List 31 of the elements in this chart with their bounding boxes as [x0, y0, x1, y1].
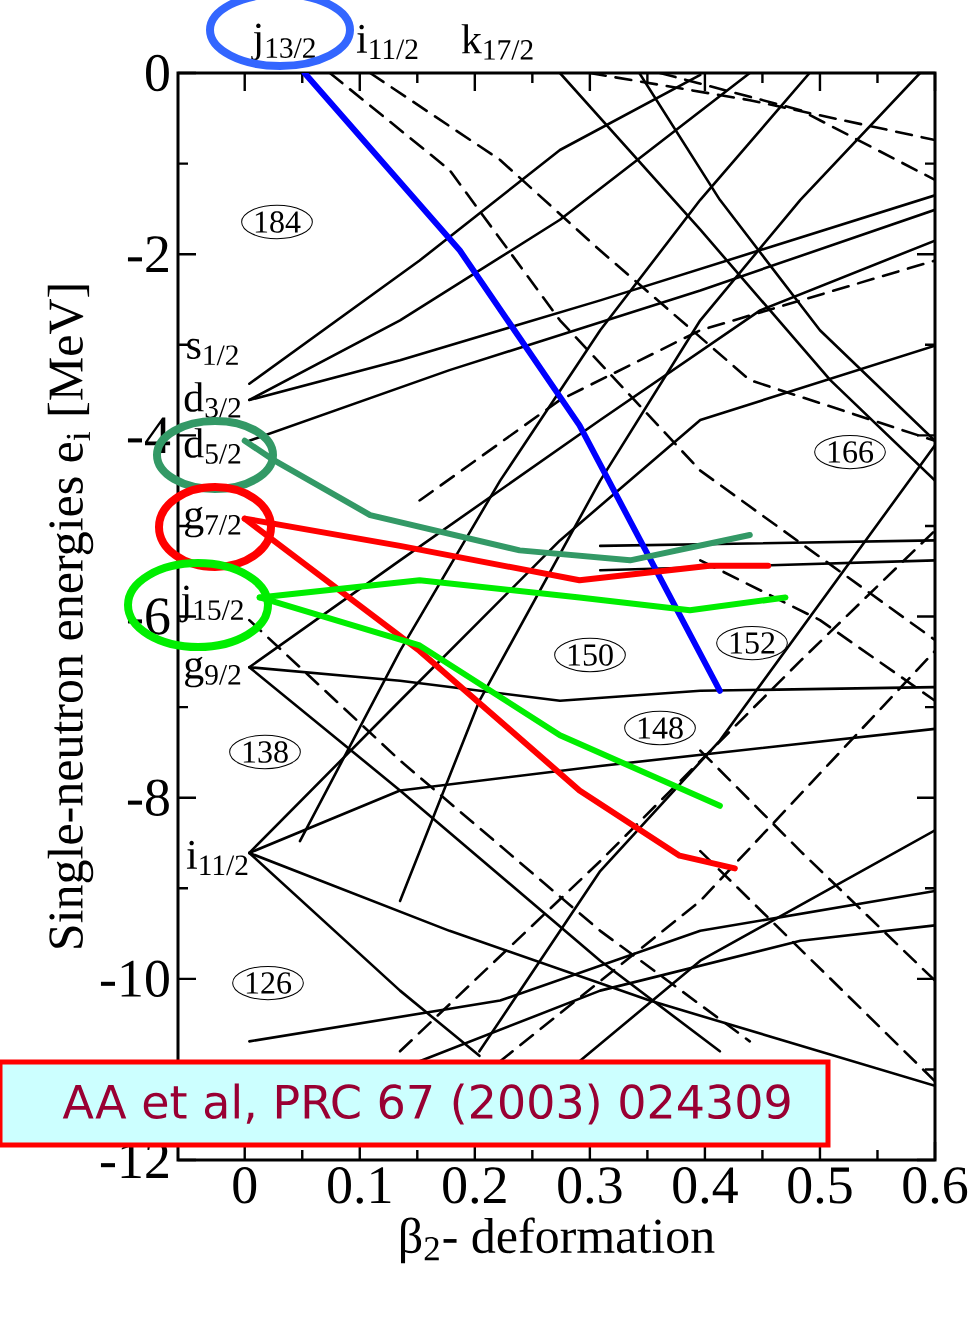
annotation: 150 [568, 644, 613, 666]
y-axis-title: Single-neutron energies e$_{i}$ [MeV] [47, 285, 94, 948]
y-tick-label: -8 [127, 779, 169, 816]
annotation: 126 [246, 972, 292, 994]
x-tick-label: 0.2 [443, 1167, 506, 1204]
y-tick-label: -10 [100, 960, 169, 998]
x-tick-label: 0.6 [903, 1167, 968, 1204]
text: j$_{13/2}$ [251, 23, 315, 61]
annotation: g$_{9/2}$ [185, 656, 241, 688]
annotation: g$_{7/2}$ [185, 506, 241, 538]
y-tick-label: 0 [146, 54, 169, 92]
annotation: 184 [255, 211, 301, 233]
x-tick-label: 0 [233, 1167, 257, 1204]
annotation: i$_{11/2}$ [186, 840, 248, 876]
y-tick-label: -2 [127, 236, 168, 273]
annotation: j$_{15/2}$ [179, 585, 243, 623]
x-tick-label: 0.3 [558, 1167, 622, 1204]
annotation: d$_{5/2}$ [184, 428, 241, 464]
annotation: 152 [730, 632, 775, 654]
annotation: s$_{1/2}$ [187, 338, 238, 366]
text: i$_{11/2}$ [356, 24, 418, 60]
annotation: 138 [243, 741, 288, 763]
x-tick-label: 0.4 [673, 1167, 738, 1204]
annotation: 166 [828, 441, 874, 463]
annotation: d$_{3/2}$ [184, 382, 241, 418]
text: k$_{17/2}$ [461, 24, 533, 60]
x-tick-label: 0.5 [788, 1167, 852, 1204]
annotation: 148 [638, 717, 683, 739]
x-axis-title: β$_{2}$- deformation [401, 1217, 715, 1264]
annotation: AA et al, PRC 67 (2003) 024309 [62, 1083, 790, 1125]
x-tick-label: 0.1 [328, 1167, 391, 1204]
